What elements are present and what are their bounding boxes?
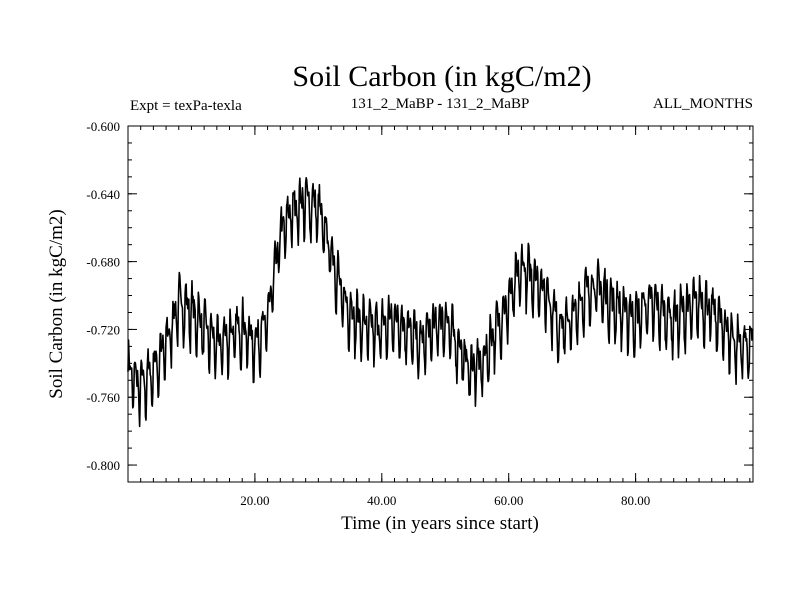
y-tick-label: -0.680	[86, 255, 120, 270]
series-line	[127, 176, 754, 428]
x-tick-label: 40.00	[367, 493, 396, 508]
x-tick-label: 80.00	[621, 493, 650, 508]
months-label: ALL_MONTHS	[653, 96, 753, 112]
y-tick-label: -0.720	[86, 322, 120, 337]
period-label: 131_2_MaBP - 131_2_MaBP	[351, 96, 530, 112]
y-axis-label: Soil Carbon (in kgC/m2)	[46, 209, 67, 398]
plot-frame	[127, 125, 754, 483]
y-tick-label: -0.760	[86, 390, 120, 405]
axis-ticks: -0.600 -0.640 -0.680 -0.720 -0.760 -0.800 20.0…	[86, 119, 753, 508]
x-axis-label: Time (in years since start)	[341, 513, 539, 534]
y-tick-label: -0.600	[86, 119, 120, 134]
x-tick-label: 60.00	[494, 493, 523, 508]
experiment-label: Expt = texPa-texla	[130, 98, 242, 114]
chart-title: Soil Carbon (in kgC/m2)	[292, 60, 591, 93]
y-tick-label: -0.800	[86, 458, 120, 473]
y-tick-label: -0.640	[86, 187, 120, 202]
x-tick-label: 20.00	[240, 493, 269, 508]
